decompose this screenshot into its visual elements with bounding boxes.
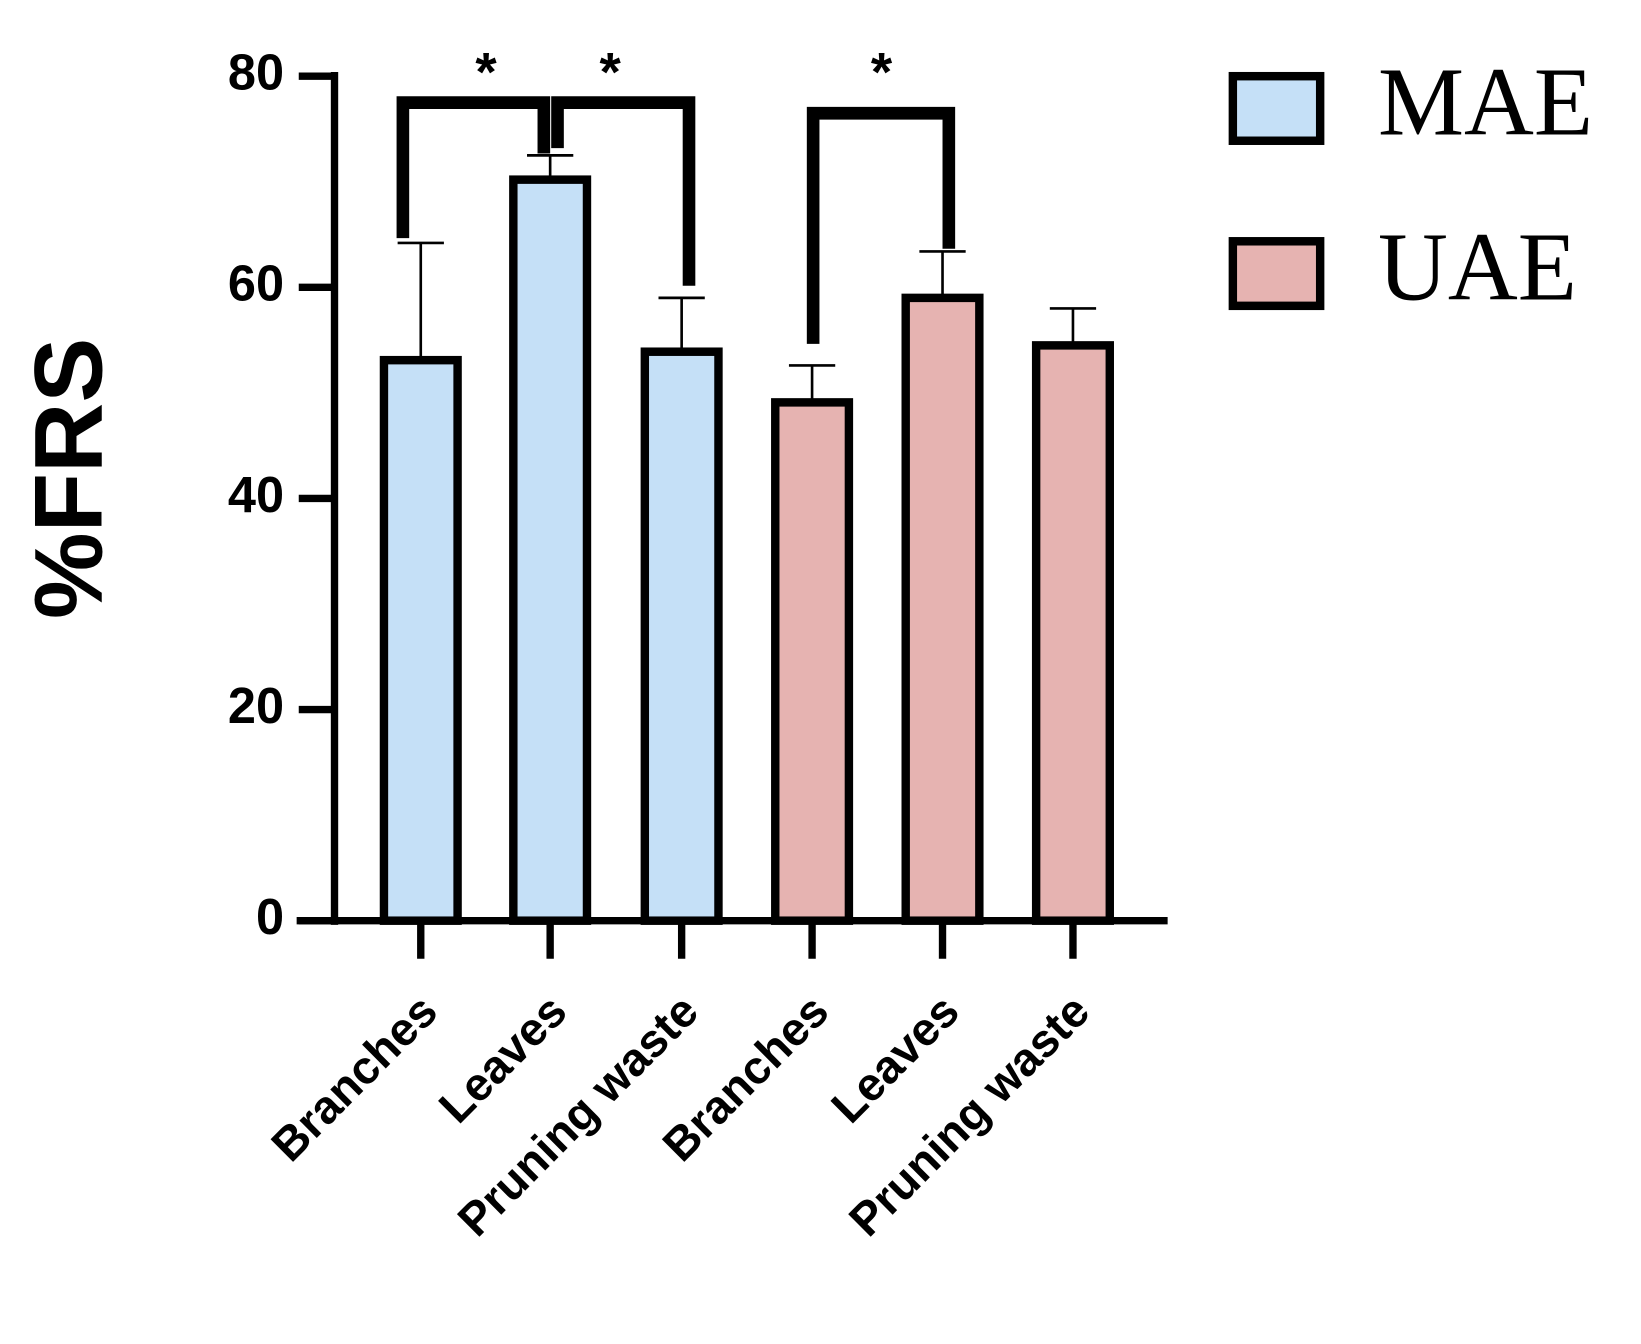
legend-label: UAE: [1378, 213, 1577, 320]
legend-swatch: [1228, 237, 1325, 311]
significance-bracket: [806, 106, 956, 344]
bar: [509, 175, 592, 925]
y-tick-label: 40: [228, 466, 284, 523]
y-tick-label: 20: [228, 677, 284, 734]
bar: [771, 398, 854, 925]
bar: [640, 347, 723, 925]
significance-label: *: [871, 41, 893, 103]
legend-swatch: [1228, 71, 1325, 145]
y-tick-label: 60: [228, 255, 284, 312]
x-tick-label: Pruning waste: [839, 984, 1099, 1246]
significance-label: *: [475, 41, 497, 103]
significance-bracket: [396, 96, 551, 239]
x-tick-label: Pruning waste: [448, 984, 708, 1246]
y-tick-label: 80: [228, 43, 284, 100]
bar: [901, 293, 984, 925]
y-axis-label: %FRS: [14, 338, 123, 619]
significance-bracket: [551, 96, 696, 286]
y-tick-label: 0: [256, 888, 284, 945]
bar: [379, 355, 462, 925]
x-tick-label: Branches: [261, 984, 447, 1171]
bar: [1031, 341, 1114, 925]
legend-label: MAE: [1378, 48, 1593, 155]
significance-label: *: [599, 41, 621, 103]
